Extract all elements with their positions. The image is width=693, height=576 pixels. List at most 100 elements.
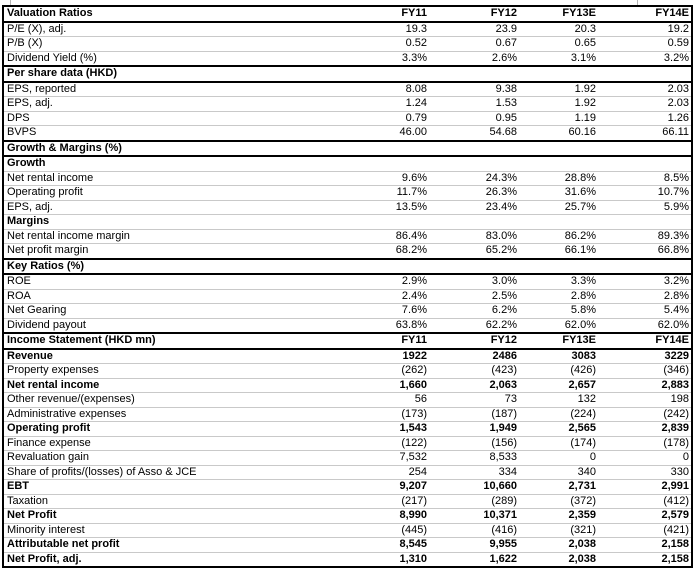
section-title: Per share data (HKD) — [3, 65, 343, 83]
value-cell: 9,955 — [429, 537, 519, 553]
row-label: Share of profits/(losses) of Asso & JCE — [3, 465, 343, 480]
value-cell: 5.4% — [598, 303, 692, 319]
value-cell: 1,949 — [429, 421, 519, 437]
value-cell: 86.2% — [519, 229, 598, 244]
value-cell: 7,532 — [343, 450, 429, 466]
empty-cell — [343, 139, 429, 157]
value-cell: (242) — [598, 407, 692, 422]
row-label: Growth — [3, 156, 343, 172]
value-cell: 60.16 — [519, 125, 598, 141]
value-cell: 1.92 — [519, 96, 598, 112]
value-cell — [343, 214, 429, 230]
row-label: Other revenue/(expenses) — [3, 392, 343, 408]
row-label: Net Gearing — [3, 303, 343, 319]
section-header-row: Per share data (HKD) — [3, 65, 692, 83]
value-cell: 2,158 — [598, 552, 692, 568]
row-label: Administrative expenses — [3, 407, 343, 422]
row-label: Property expenses — [3, 363, 343, 379]
value-cell: 68.2% — [343, 243, 429, 259]
value-cell: 89.3% — [598, 229, 692, 244]
value-cell: 83.0% — [429, 229, 519, 244]
year-column-header: FY11 — [343, 332, 429, 350]
value-cell: 1.53 — [429, 96, 519, 112]
row-label: DPS — [3, 111, 343, 126]
value-cell: 10,371 — [429, 508, 519, 524]
value-cell: 23.9 — [429, 21, 519, 37]
value-cell: 0.67 — [429, 36, 519, 52]
table-row: P/E (X), adj. 19.3 23.9 20.3 19.2 — [3, 21, 692, 37]
table-row: Share of profits/(losses) of Asso & JCE 2… — [3, 465, 692, 480]
value-cell: (262) — [343, 363, 429, 379]
value-cell: 198 — [598, 392, 692, 408]
value-cell: 0.59 — [598, 36, 692, 52]
table-row: EPS, adj. 13.5% 23.4% 25.7% 5.9% — [3, 200, 692, 215]
value-cell: 3.0% — [429, 274, 519, 290]
value-cell: 0.79 — [343, 111, 429, 126]
table-row: Taxation (217) (289) (372) (412) — [3, 494, 692, 509]
value-cell: 2.8% — [519, 289, 598, 304]
value-cell: 2.8% — [598, 289, 692, 304]
row-label: Attributable net profit — [3, 537, 343, 553]
empty-cell — [519, 139, 598, 157]
value-cell: (217) — [343, 494, 429, 509]
table-row: Net profit margin 68.2% 65.2% 66.1% 66.8% — [3, 243, 692, 259]
section-header-row: Growth & Margins (%) — [3, 139, 692, 157]
row-label: Operating profit — [3, 421, 343, 437]
value-cell: 2,657 — [519, 378, 598, 393]
year-column-header: FY14E — [598, 5, 692, 23]
year-column-header: FY11 — [343, 5, 429, 23]
value-cell: 8,990 — [343, 508, 429, 524]
empty-cell — [519, 65, 598, 83]
value-cell: 2.9% — [343, 274, 429, 290]
table-row: Net Profit 8,990 10,371 2,359 2,579 — [3, 508, 692, 524]
table-row: Revenue 1922 2486 3083 3229 — [3, 348, 692, 364]
table-row: Operating profit 11.7% 26.3% 31.6% 10.7% — [3, 185, 692, 201]
table-row: Dividend Yield (%) 3.3% 2.6% 3.1% 3.2% — [3, 51, 692, 67]
value-cell: 2486 — [429, 348, 519, 364]
value-cell: 2,359 — [519, 508, 598, 524]
value-cell: 2,158 — [598, 537, 692, 553]
value-cell: (416) — [429, 523, 519, 538]
empty-cell — [343, 65, 429, 83]
row-label: EPS, adj. — [3, 200, 343, 215]
value-cell: 334 — [429, 465, 519, 480]
row-label: Margins — [3, 214, 343, 230]
value-cell: 10.7% — [598, 185, 692, 201]
empty-cell — [429, 139, 519, 157]
section-title: Income Statement (HKD mn) — [3, 332, 343, 350]
table-row: Property expenses (262) (423) (426) (346) — [3, 363, 692, 379]
table-row: EPS, reported 8.08 9.38 1.92 2.03 — [3, 81, 692, 97]
section-header-row: Valuation Ratios FY11 FY12 FY13E FY14E — [3, 5, 692, 23]
row-label: Operating profit — [3, 185, 343, 201]
value-cell: 2.4% — [343, 289, 429, 304]
value-cell: 0 — [519, 450, 598, 466]
row-label: P/B (X) — [3, 36, 343, 52]
value-cell: (173) — [343, 407, 429, 422]
value-cell: 2,038 — [519, 552, 598, 568]
value-cell: 3.2% — [598, 274, 692, 290]
year-column-header: FY14E — [598, 332, 692, 350]
value-cell: 65.2% — [429, 243, 519, 259]
value-cell: 1.92 — [519, 81, 598, 97]
value-cell: 5.9% — [598, 200, 692, 215]
subsection-header-row: Margins — [3, 214, 692, 230]
year-column-header: FY12 — [429, 5, 519, 23]
value-cell: 86.4% — [343, 229, 429, 244]
value-cell: 28.8% — [519, 171, 598, 186]
row-label: Net rental income — [3, 378, 343, 393]
value-cell: 20.3 — [519, 21, 598, 37]
value-cell: (321) — [519, 523, 598, 538]
row-label: Dividend Yield (%) — [3, 51, 343, 67]
value-cell: 46.00 — [343, 125, 429, 141]
value-cell: 0 — [598, 450, 692, 466]
gridline-artifact — [10, 0, 11, 5]
table-row: P/B (X) 0.52 0.67 0.65 0.59 — [3, 36, 692, 52]
table-row: Net Gearing 7.6% 6.2% 5.8% 5.4% — [3, 303, 692, 319]
section-title: Key Ratios (%) — [3, 257, 343, 275]
row-label: BVPS — [3, 125, 343, 141]
table-row: Administrative expenses (173) (187) (224) (2… — [3, 407, 692, 422]
table-row: EBT 9,207 10,660 2,731 2,991 — [3, 479, 692, 495]
row-label: Net Profit, adj. — [3, 552, 343, 568]
row-label: Net Profit — [3, 508, 343, 524]
